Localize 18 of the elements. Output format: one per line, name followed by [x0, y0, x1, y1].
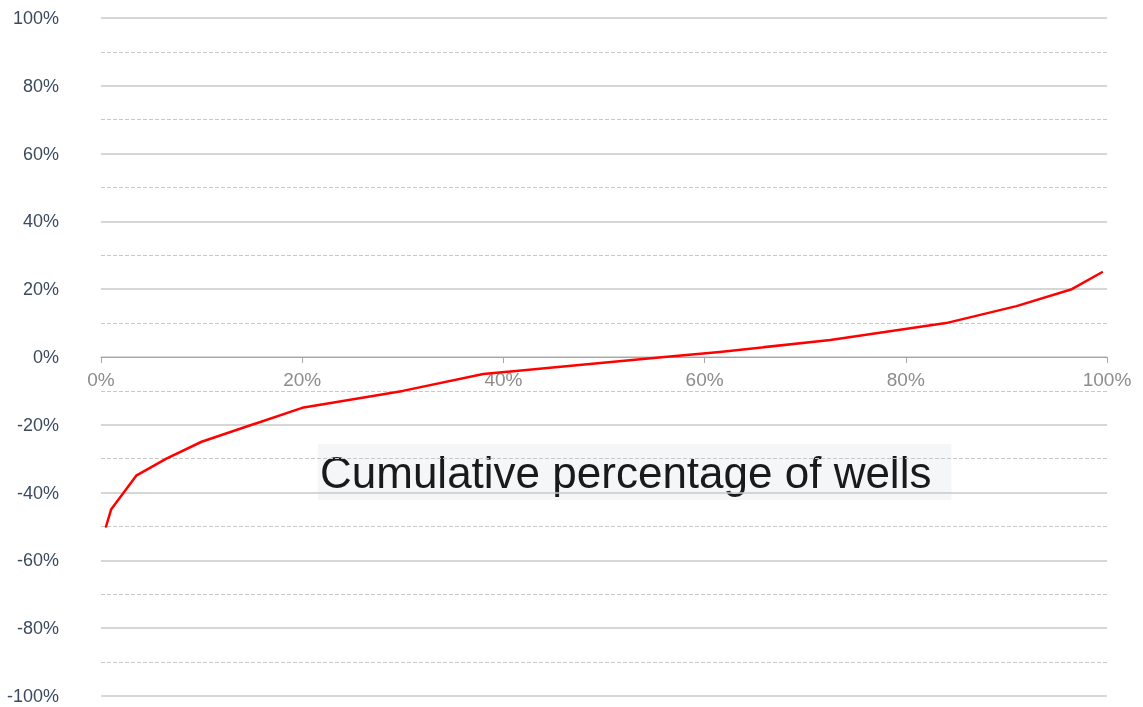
- y-tick-label: -60%: [16, 550, 59, 571]
- y-tick-label: -80%: [16, 618, 59, 639]
- y-tick-label: -100%: [6, 686, 59, 706]
- x-tick-label: 40%: [484, 369, 523, 390]
- x-tick-label: 80%: [886, 369, 925, 390]
- x-tick-label: 60%: [685, 369, 724, 390]
- x-tick-label: 20%: [283, 369, 322, 390]
- y-tick-label: 60%: [22, 143, 59, 164]
- y-tick-label: 100%: [12, 8, 59, 28]
- y-tick-label: 80%: [22, 75, 59, 96]
- y-tick-label: -20%: [16, 414, 59, 435]
- y-tick-label: 40%: [22, 211, 59, 232]
- y-tick-label: 0%: [32, 347, 59, 367]
- y-tick-label: -40%: [16, 482, 59, 503]
- x-tick-label: 100%: [1082, 369, 1132, 390]
- y-tick-label: 20%: [22, 279, 59, 300]
- x-axis-title: Cumulative percentage of wells: [320, 447, 932, 497]
- x-tick-label: 0%: [87, 369, 115, 390]
